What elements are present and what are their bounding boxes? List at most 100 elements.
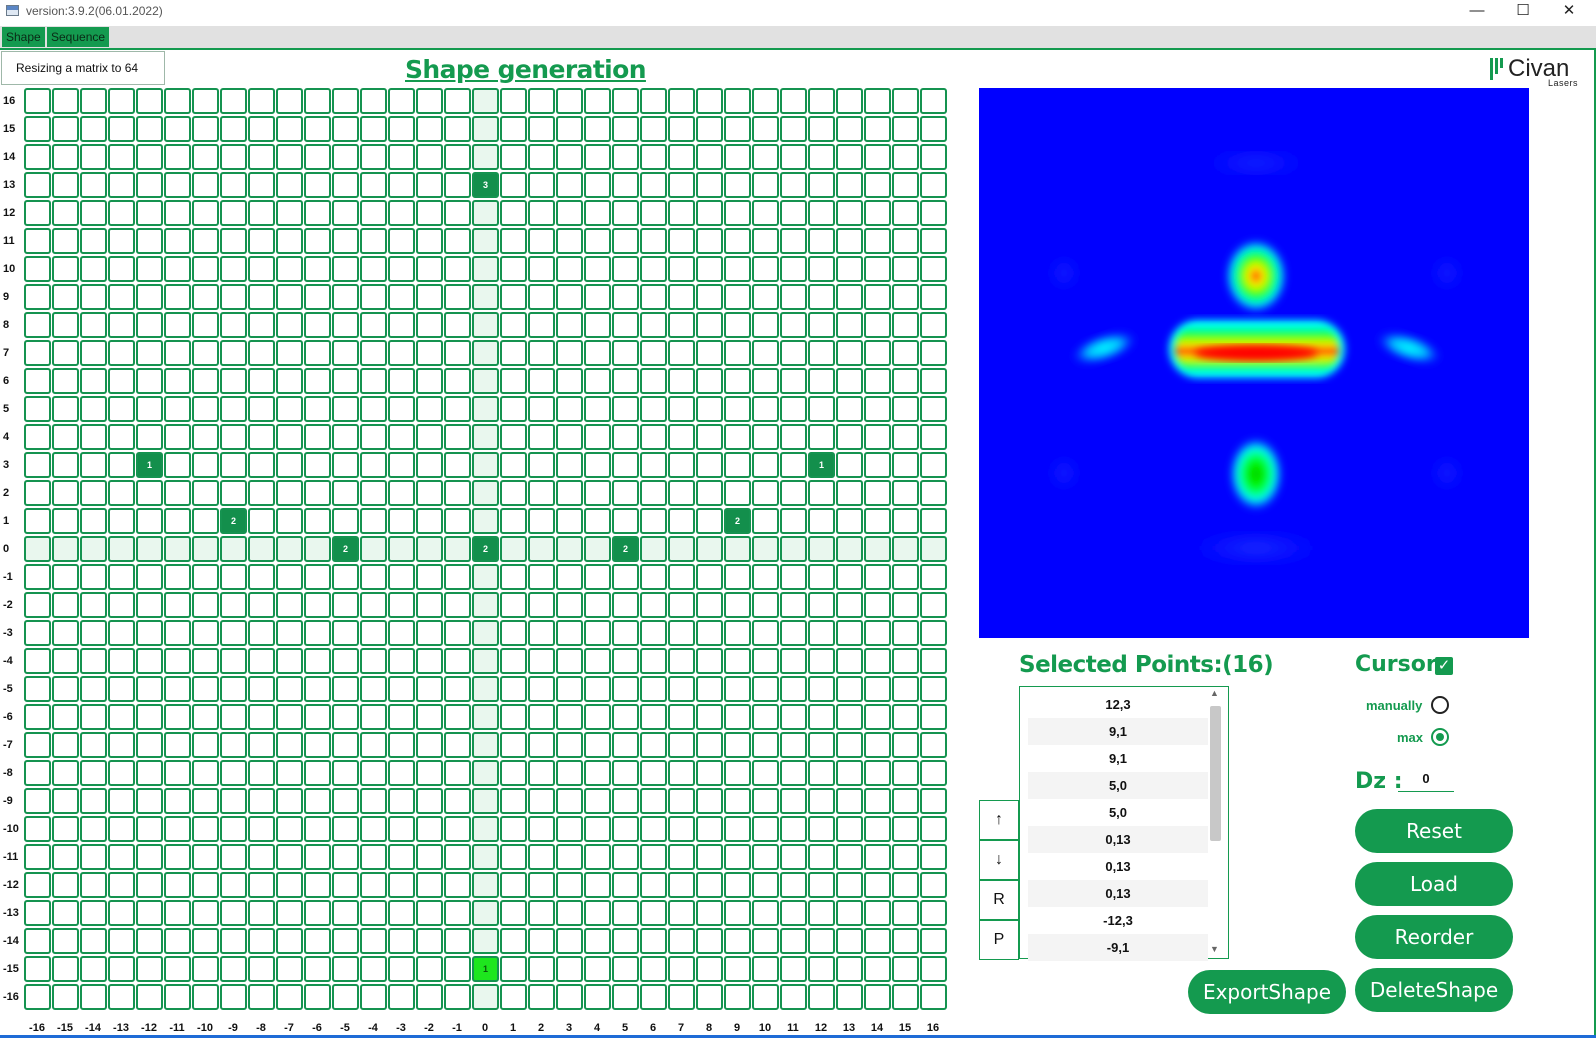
grid-cell[interactable]: [220, 592, 247, 618]
grid-cell[interactable]: [276, 788, 303, 814]
grid-cell[interactable]: [220, 536, 247, 562]
grid-cell[interactable]: [304, 116, 331, 142]
grid-cell[interactable]: [472, 452, 499, 478]
list-item[interactable]: -9,1: [1028, 934, 1208, 961]
grid-cell[interactable]: [276, 536, 303, 562]
grid-cell[interactable]: [136, 648, 163, 674]
grid-cell[interactable]: [612, 508, 639, 534]
grid-cell[interactable]: [24, 368, 51, 394]
grid-cell[interactable]: [164, 368, 191, 394]
grid-cell[interactable]: [640, 564, 667, 590]
grid-cell[interactable]: [472, 480, 499, 506]
grid-cell[interactable]: [500, 508, 527, 534]
list-item[interactable]: 5,0: [1108, 805, 1128, 820]
grid-cell[interactable]: [416, 732, 443, 758]
maximize-button[interactable]: ☐: [1516, 2, 1530, 19]
grid-cell[interactable]: [752, 536, 779, 562]
grid-cell[interactable]: [332, 760, 359, 786]
grid-cell[interactable]: [248, 340, 275, 366]
grid-cell[interactable]: [864, 536, 891, 562]
grid-cell[interactable]: [360, 396, 387, 422]
grid-cell[interactable]: [780, 256, 807, 282]
grid-cell[interactable]: [164, 984, 191, 1010]
grid-cell[interactable]: [220, 88, 247, 114]
grid-cell[interactable]: [864, 144, 891, 170]
grid-cell[interactable]: [836, 984, 863, 1010]
grid-cell[interactable]: [920, 928, 947, 954]
grid-cell[interactable]: [332, 956, 359, 982]
grid-cell[interactable]: [416, 228, 443, 254]
grid-cell[interactable]: [640, 144, 667, 170]
grid-cell[interactable]: [920, 564, 947, 590]
grid-cell[interactable]: [836, 424, 863, 450]
grid-cell[interactable]: [724, 928, 751, 954]
grid-cell[interactable]: [24, 340, 51, 366]
grid-cell[interactable]: [808, 172, 835, 198]
grid-cell[interactable]: [248, 256, 275, 282]
grid-cell[interactable]: [444, 424, 471, 450]
r-button[interactable]: R: [979, 880, 1019, 920]
grid-cell[interactable]: [52, 984, 79, 1010]
grid-cell[interactable]: [332, 816, 359, 842]
grid-cell[interactable]: [556, 536, 583, 562]
grid-cell[interactable]: [304, 424, 331, 450]
grid-cell[interactable]: [724, 424, 751, 450]
grid-cell[interactable]: [52, 508, 79, 534]
grid-cell[interactable]: [24, 88, 51, 114]
grid-cell[interactable]: [752, 872, 779, 898]
grid-cell[interactable]: [80, 984, 107, 1010]
grid-cell[interactable]: [892, 648, 919, 674]
grid-cell[interactable]: [304, 844, 331, 870]
grid-cell[interactable]: [612, 256, 639, 282]
grid-cell[interactable]: [24, 732, 51, 758]
grid-cell[interactable]: [528, 956, 555, 982]
grid-cell[interactable]: [724, 956, 751, 982]
grid-cell[interactable]: [808, 620, 835, 646]
grid-cell[interactable]: [248, 704, 275, 730]
grid-cell[interactable]: [584, 200, 611, 226]
grid-cell[interactable]: [164, 900, 191, 926]
grid-cell[interactable]: [304, 788, 331, 814]
grid-cell[interactable]: [808, 984, 835, 1010]
grid-cell[interactable]: [24, 116, 51, 142]
grid-cell[interactable]: [892, 144, 919, 170]
grid-cell[interactable]: [136, 480, 163, 506]
grid-cell[interactable]: [864, 424, 891, 450]
grid-cell[interactable]: [500, 144, 527, 170]
grid-cell[interactable]: [388, 676, 415, 702]
grid-cell[interactable]: [52, 732, 79, 758]
grid-cell[interactable]: [528, 872, 555, 898]
grid-cell[interactable]: [304, 816, 331, 842]
grid-cell[interactable]: [808, 480, 835, 506]
grid-cell[interactable]: [892, 340, 919, 366]
grid-cell[interactable]: [276, 928, 303, 954]
grid-cell[interactable]: [416, 116, 443, 142]
grid-cell[interactable]: [864, 648, 891, 674]
grid-cell[interactable]: [472, 816, 499, 842]
grid-cell[interactable]: [864, 956, 891, 982]
grid-cell[interactable]: [780, 844, 807, 870]
grid-cell[interactable]: [136, 844, 163, 870]
grid-cell[interactable]: [556, 200, 583, 226]
grid-cell[interactable]: [836, 872, 863, 898]
grid-cell[interactable]: [164, 872, 191, 898]
grid-cell[interactable]: [864, 732, 891, 758]
grid-cell[interactable]: [388, 116, 415, 142]
grid-cell[interactable]: [472, 116, 499, 142]
grid-cell[interactable]: [304, 900, 331, 926]
grid-cell[interactable]: [780, 88, 807, 114]
grid-cell[interactable]: [640, 704, 667, 730]
grid-cell[interactable]: [724, 760, 751, 786]
grid-cell[interactable]: [836, 676, 863, 702]
manually-radio[interactable]: [1431, 696, 1449, 714]
grid-cell[interactable]: [248, 312, 275, 338]
grid-cell[interactable]: [556, 648, 583, 674]
grid-cell[interactable]: [864, 928, 891, 954]
grid-cell[interactable]: [24, 424, 51, 450]
grid-cell[interactable]: [920, 536, 947, 562]
grid-cell[interactable]: [920, 984, 947, 1010]
grid-cell[interactable]: [164, 844, 191, 870]
grid-cell[interactable]: [724, 200, 751, 226]
grid-cell[interactable]: [500, 732, 527, 758]
grid-cell[interactable]: [668, 228, 695, 254]
